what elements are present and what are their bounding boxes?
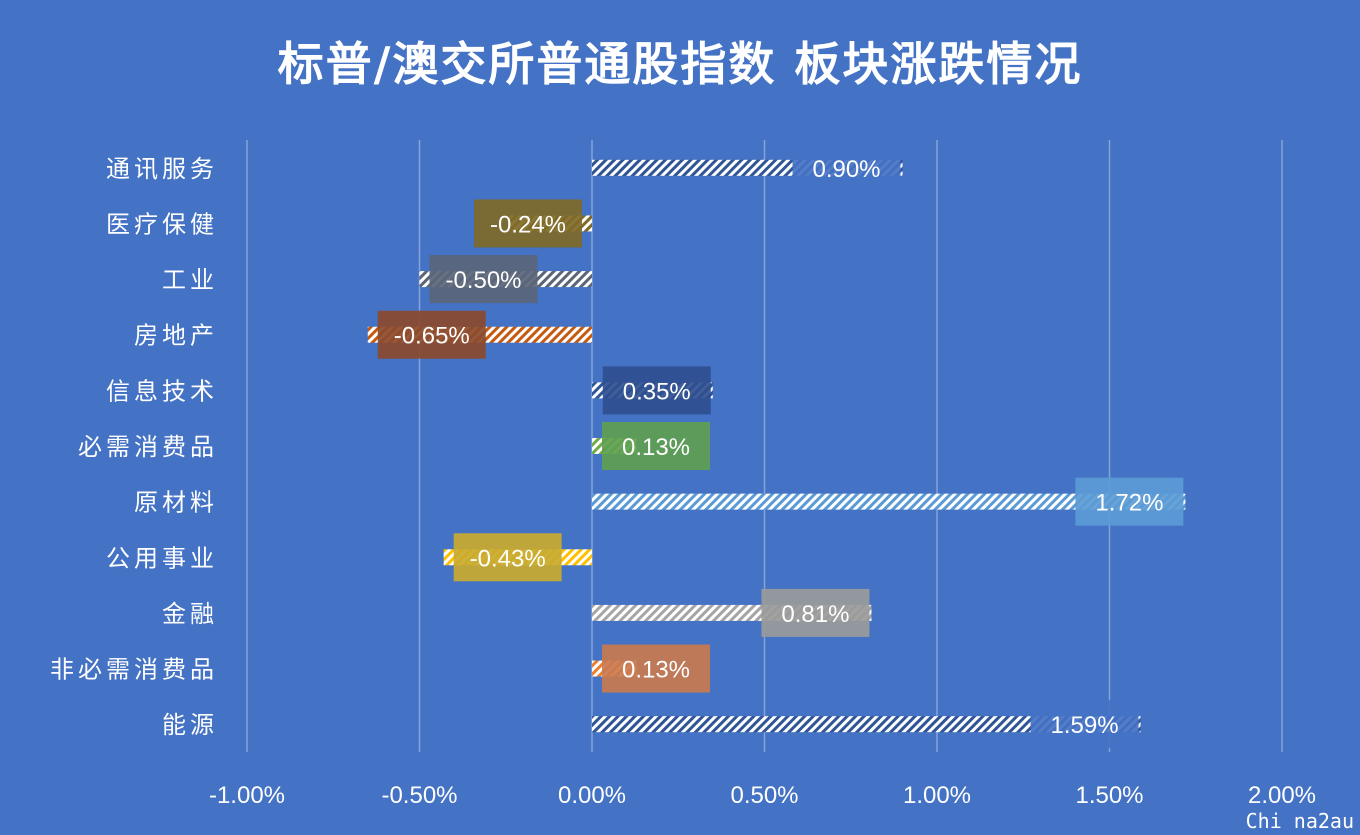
category-label: 原材料	[134, 489, 218, 517]
data-label-text: -0.24%	[490, 211, 566, 238]
category-label: 非必需消费品	[50, 656, 218, 684]
category-label: 能源	[162, 711, 218, 739]
x-tick-label: 1.00%	[903, 782, 971, 809]
data-label: -0.24%	[474, 199, 582, 248]
data-label-text: 0.13%	[622, 657, 690, 684]
data-labels: 0.90% -0.24% -0.50% -0.65% 0.35% 0.13% 1.72% -0…	[377, 143, 1184, 749]
data-label-box	[602, 422, 710, 470]
x-tick-label: 1.50%	[1075, 782, 1143, 809]
x-tick-label: -1.00%	[209, 782, 285, 809]
data-label-text: 1.59%	[1051, 712, 1119, 739]
data-label-box	[453, 533, 562, 582]
data-label: 0.35%	[602, 366, 711, 415]
data-label-text: 1.72%	[1095, 490, 1163, 517]
data-label: -0.43%	[453, 533, 562, 582]
data-label-box	[602, 366, 711, 415]
data-label-text: 0.90%	[812, 156, 880, 183]
data-label-box	[377, 310, 486, 359]
data-label-box	[602, 644, 710, 693]
bar	[592, 716, 1141, 733]
x-axis-tick-labels: -1.00% -0.50% 0.00% 0.50% 1.00% 1.50% 2.00%	[209, 782, 1316, 809]
data-label: 0.81%	[761, 588, 870, 637]
data-label-text: 0.13%	[622, 434, 690, 461]
data-label-text: -0.50%	[445, 267, 521, 294]
category-label: 房地产	[134, 322, 218, 350]
x-tick-label: 2.00%	[1248, 782, 1316, 809]
category-label: 医疗保健	[106, 210, 218, 238]
data-label: 1.72%	[1075, 477, 1184, 526]
category-label: 通讯服务	[106, 155, 218, 183]
category-label: 金融	[162, 600, 218, 628]
bar	[592, 493, 1186, 510]
data-label-box	[792, 143, 901, 192]
data-label: 0.13%	[602, 422, 710, 470]
data-label-box	[1030, 700, 1139, 749]
category-label: 公用事业	[106, 544, 218, 572]
x-tick-label: 0.50%	[730, 782, 798, 809]
grid-lines	[246, 140, 1283, 752]
category-label: 工业	[162, 266, 218, 294]
data-label-text: 0.81%	[781, 601, 849, 628]
data-label: -0.65%	[377, 310, 486, 359]
data-label: 1.59%	[1030, 700, 1139, 749]
data-label-text: 0.35%	[623, 378, 691, 405]
x-tick-label: -0.50%	[381, 782, 457, 809]
data-label: -0.50%	[429, 255, 538, 304]
data-label: 0.13%	[602, 644, 710, 693]
category-label: 信息技术	[106, 377, 218, 405]
data-label: 0.90%	[792, 143, 901, 192]
data-label-text: -0.43%	[470, 545, 546, 572]
category-label: 必需消费品	[78, 433, 218, 461]
data-label-box	[1075, 477, 1184, 526]
data-label-box	[429, 255, 538, 304]
data-label-box	[761, 588, 870, 637]
data-label-text: -0.65%	[394, 323, 470, 350]
watermark-text: Chi na2au	[1245, 809, 1354, 833]
chart-title: 标普/澳交所普通股指数 板块涨跌情况	[277, 37, 1083, 91]
x-tick-label: 0.00%	[558, 782, 626, 809]
data-label-box	[474, 199, 582, 248]
